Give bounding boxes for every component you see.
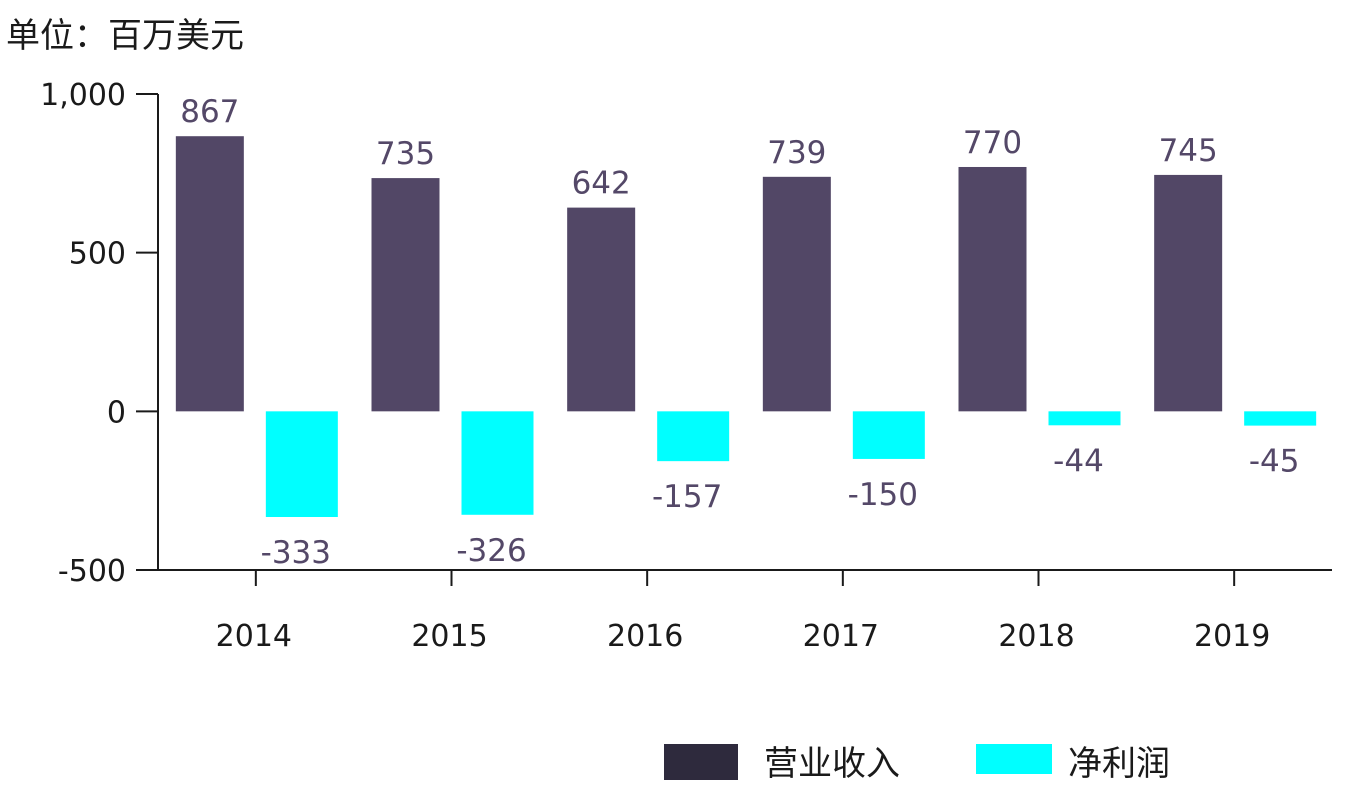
revenue-data-label: 745: [1159, 133, 1218, 169]
x-tick-label: 2015: [411, 619, 487, 654]
net-profit-data-label: -150: [848, 477, 918, 513]
x-tick-label: 2017: [803, 619, 879, 654]
x-tick-label: 2014: [216, 619, 292, 654]
legend-label-revenue: 营业收入: [764, 744, 900, 784]
revenue-data-label: 770: [963, 125, 1022, 161]
x-tick-label: 2018: [998, 619, 1074, 654]
y-tick-label: 500: [69, 237, 126, 272]
net-profit-data-label: -326: [456, 533, 526, 569]
legend-swatch-revenue: [664, 744, 738, 780]
revenue-data-label: 735: [376, 136, 435, 172]
revenue-bar: [567, 207, 636, 412]
revenue-bar: [175, 136, 244, 412]
net-profit-bar: [1048, 411, 1121, 426]
net-profit-bar: [1244, 411, 1317, 426]
unit-label: 单位：百万美元: [6, 16, 244, 56]
revenue-bar: [762, 176, 831, 412]
revenue-bar: [1154, 174, 1223, 412]
axes: -500 0 500 1,000 2014 2015 2016 2017 2018 2019: [40, 78, 1332, 654]
revenue-data-label: 867: [180, 94, 239, 130]
data-labels: 867 -333 735 -326 642 -157 739 -150 770 -44 745 -45: [180, 94, 1299, 571]
y-tick-label: 0: [107, 395, 126, 430]
net-profit-bar: [265, 411, 338, 518]
legend-swatch-net-profit: [976, 744, 1052, 774]
x-tick-label: 2019: [1194, 619, 1270, 654]
revenue-bar: [371, 178, 440, 412]
revenue-data-label: 739: [767, 135, 826, 171]
bars: [175, 136, 1317, 518]
net-profit-bar: [657, 411, 730, 462]
x-tick-label: 2016: [607, 619, 683, 654]
net-profit-data-label: -157: [652, 479, 722, 515]
net-profit-data-label: -45: [1249, 444, 1300, 480]
y-tick-label: -500: [58, 554, 126, 589]
net-profit-data-label: -333: [261, 535, 331, 571]
net-profit-bar: [461, 411, 534, 515]
net-profit-bar: [852, 411, 925, 459]
net-profit-data-label: -44: [1053, 443, 1104, 479]
legend: 营业收入 净利润: [664, 744, 1170, 784]
legend-label-net-profit: 净利润: [1068, 744, 1170, 784]
revenue-bar: [958, 166, 1027, 412]
y-tick-label: 1,000: [40, 78, 126, 113]
revenue-data-label: 642: [572, 166, 631, 202]
